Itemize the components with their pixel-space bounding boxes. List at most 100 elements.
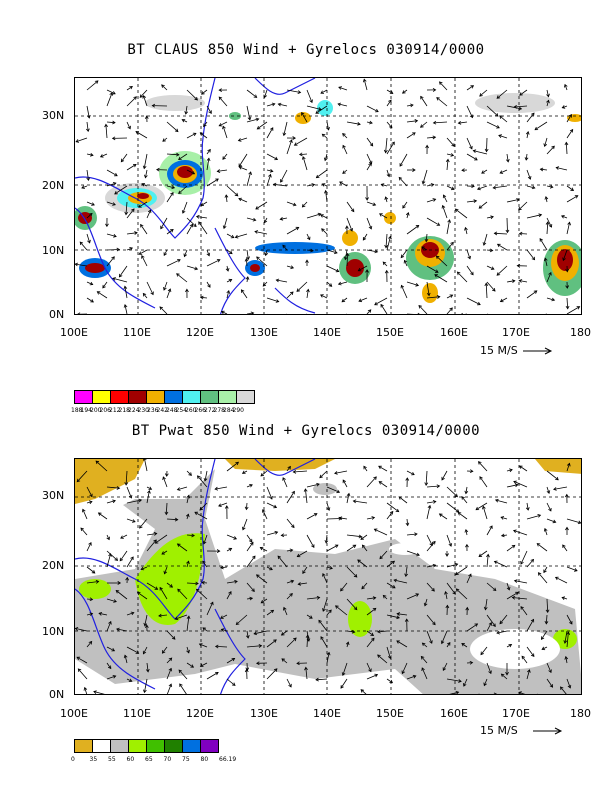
wind-arrow-head [342,144,346,149]
wind-arrow-head [548,224,553,228]
wind-arrow [106,256,115,267]
wind-arrow-head [128,494,133,499]
wind-arrow-head [153,539,157,544]
wind-arrow [377,654,388,664]
wind-arrow-head [420,95,424,100]
wind-arrow-head [516,198,520,202]
wind-arrow-head [518,231,523,236]
wind-arrow-head [365,197,369,201]
wind-arrow-head [215,672,219,676]
wind-arrow [378,465,388,472]
wind-arrow-head [455,509,460,513]
wind-arrow [119,550,128,562]
wind-arrow [386,614,400,619]
wind-arrow-head [147,489,151,494]
wind-arrow-head [270,127,274,131]
wind-arrow [366,309,372,314]
wind-arrow-head [75,262,79,267]
wind-arrow [366,105,379,113]
wind-arrow [147,313,148,314]
wind-arrow-head [506,586,511,591]
wind-arrow [456,588,468,600]
wind-arrow [206,105,212,114]
wind-arrow-head [89,153,94,157]
wind-arrow [378,481,388,488]
wind-arrow [106,89,116,95]
wind-arrow-head [569,128,574,133]
lon-label: 110E [123,326,151,339]
wind-arrow [186,646,190,654]
wind-arrow-head [270,609,275,614]
wind-arrow-head [531,256,536,261]
wind-arrow [115,590,128,600]
wind-arrow-head [434,274,438,278]
lon-label: 180 [570,326,591,339]
wind-arrow [561,215,568,219]
wind-arrow [106,233,117,237]
wind-arrow [286,466,291,472]
wind-arrow [120,534,128,539]
wind-arrow-head [576,306,581,310]
wind-arrow-head [493,560,498,565]
wind-arrow-head [483,682,487,687]
wind-arrow [446,582,456,595]
wind-arrow [466,153,478,161]
wind-arrow [106,550,118,561]
wind-arrow-head [555,166,560,170]
wind-arrow [264,89,268,98]
wind-arrow [215,646,228,648]
wind-arrow-head [454,562,459,567]
wind-arrow [186,561,189,568]
wind-arrow [206,259,221,267]
wind-arrow-head [545,221,550,225]
wind-arrow [464,313,467,314]
wind-arrow [226,461,239,472]
wind-arrow-head [384,196,389,201]
wind-arrow [338,86,348,91]
wind-arrow-head [513,480,517,485]
wind-arrow [186,224,193,235]
wind-arrow-head [400,254,405,259]
wind-arrow-head [230,234,235,239]
wind-arrow [322,133,328,139]
wind-arrow [566,195,579,203]
wind-arrow [298,582,308,585]
wind-arrow-head [346,492,351,497]
wind-arrow-head [147,209,152,214]
wind-arrow-head [569,620,573,625]
lat-label: 30N [42,489,65,502]
wind-arrow-head [404,573,409,578]
wind-arrow [116,628,128,632]
wind-arrow-head [518,691,522,694]
lat-label: 0N [49,688,65,701]
wind-arrow-head [90,299,94,303]
wind-arrow [478,201,488,209]
wind-arrow-head [505,671,509,676]
wind-arrow-head [274,156,279,161]
wind-arrow [346,121,361,125]
wind-arrow-head [374,249,379,254]
wind-arrow-head [224,194,229,198]
wind-arrow [406,550,420,556]
wind-arrow [358,297,368,302]
wind-arrow [218,96,228,107]
wind-arrow [326,121,329,130]
wind-arrow [544,528,548,536]
wind-arrow-head [235,621,240,626]
wind-arrow-head [484,148,489,153]
wind-arrow-head [415,225,420,229]
wind-arrow-head [117,581,122,585]
wind-arrow-head [220,615,224,619]
wind-arrow-head [382,261,387,266]
wind-arrow-head [337,102,342,107]
wind-arrow [562,249,568,261]
wind-arrow-head [345,225,349,229]
wind-arrow [449,691,459,694]
wind-arrow [346,566,358,578]
wind-arrow-head [530,558,535,563]
wind-arrow-head [196,475,201,479]
wind-arrow [486,554,489,568]
wind-arrow [546,470,559,481]
wind-arrow [280,169,288,183]
wind-arrow [406,533,418,536]
